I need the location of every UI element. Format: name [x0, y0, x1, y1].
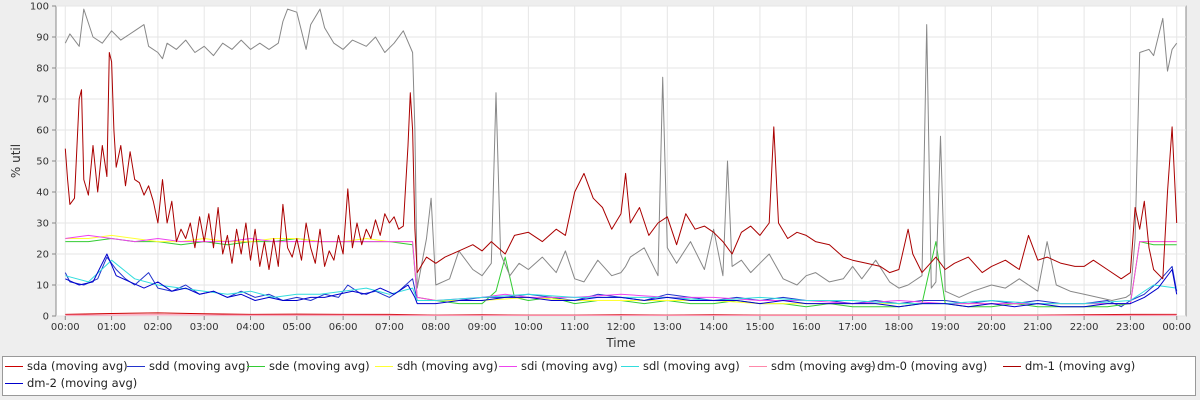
legend-label: sdl (moving avg)	[643, 359, 740, 373]
x-tick-label: 04:00	[236, 322, 265, 333]
y-tick-label: 70	[36, 95, 49, 106]
legend-item-dm-0[interactable]: dm-0 (moving avg)	[855, 359, 987, 373]
x-axis-title: Time	[605, 336, 635, 350]
x-tick-label: 16:00	[792, 322, 821, 333]
x-tick-label: 00:00	[51, 322, 80, 333]
y-tick-label: 0	[43, 312, 49, 323]
x-tick-label: 12:00	[607, 322, 636, 333]
legend: sda (moving avg) sdd (moving avg) sde (mov…	[2, 356, 1196, 396]
legend-label: dm-0 (moving avg)	[877, 359, 988, 373]
x-tick-label: 05:00	[282, 322, 311, 333]
legend-label: sdd (moving avg)	[149, 359, 250, 373]
x-tick-label: 17:00	[838, 322, 867, 333]
legend-item-sda[interactable]: sda (moving avg)	[5, 359, 128, 373]
legend-item-sdd[interactable]: sdd (moving avg)	[127, 359, 250, 373]
x-tick-label: 21:00	[1023, 322, 1052, 333]
x-tick-label: 14:00	[699, 322, 728, 333]
legend-item-dm-1[interactable]: dm-1 (moving avg)	[1003, 359, 1135, 373]
legend-swatch	[621, 365, 639, 367]
series-line-sdm	[65, 314, 1177, 316]
x-tick-label: 01:00	[97, 322, 126, 333]
legend-item-dm-2[interactable]: dm-2 (moving avg)	[5, 376, 137, 390]
y-axis: 0 10 20 30 40 50 60 70 80 90 100	[30, 2, 56, 323]
legend-swatch	[855, 365, 873, 367]
y-tick-label: 90	[36, 33, 49, 44]
y-tick-label: 60	[36, 126, 49, 137]
x-tick-label: 23:00	[1116, 322, 1145, 333]
legend-swatch	[749, 365, 767, 367]
legend-label: sdm (moving avg)	[771, 359, 876, 373]
series-line-dm-1	[64, 52, 1178, 280]
legend-swatch	[247, 365, 265, 367]
legend-label: dm-1 (moving avg)	[1025, 359, 1136, 373]
x-tick-label: 03:00	[190, 322, 219, 333]
legend-swatch	[375, 365, 393, 367]
x-tick-label: 13:00	[653, 322, 682, 333]
x-tick-label: 10:00	[514, 322, 543, 333]
x-tick-label: 00:00	[1162, 322, 1191, 333]
series-line-sdl	[65, 259, 1177, 305]
x-tick-label: 06:00	[329, 322, 358, 333]
legend-label: sde (moving avg)	[269, 359, 370, 373]
legend-swatch	[5, 382, 23, 384]
x-tick-label: 15:00	[746, 322, 775, 333]
legend-swatch	[1003, 365, 1021, 367]
legend-swatch	[5, 365, 23, 367]
legend-item-sdl[interactable]: sdl (moving avg)	[621, 359, 740, 373]
y-tick-label: 30	[36, 219, 49, 230]
x-axis: 00:00 01:00 02:00 03:00 04:00 05:00 06:00 07:00…	[51, 316, 1191, 333]
legend-label: sda (moving avg)	[27, 359, 128, 373]
x-tick-label: 22:00	[1070, 322, 1099, 333]
x-tick-label: 11:00	[560, 322, 589, 333]
legend-item-sde[interactable]: sde (moving avg)	[247, 359, 370, 373]
legend-item-sdi[interactable]: sdi (moving avg)	[499, 359, 618, 373]
legend-label: dm-2 (moving avg)	[27, 376, 138, 390]
x-tick-label: 02:00	[143, 322, 172, 333]
y-tick-label: 100	[30, 2, 49, 13]
grid	[56, 5, 1186, 317]
legend-item-sdm[interactable]: sdm (moving avg)	[749, 359, 876, 373]
x-tick-label: 08:00	[421, 322, 450, 333]
x-tick-label: 18:00	[884, 322, 913, 333]
legend-label: sdi (moving avg)	[521, 359, 618, 373]
legend-label: sdh (moving avg)	[397, 359, 498, 373]
x-tick-label: 09:00	[468, 322, 497, 333]
y-tick-label: 40	[36, 188, 49, 199]
legend-swatch	[499, 365, 517, 367]
x-tick-label: 07:00	[375, 322, 404, 333]
legend-item-sdh[interactable]: sdh (moving avg)	[375, 359, 498, 373]
series-line-dm-2	[65, 253, 1178, 308]
line-chart: 0 10 20 30 40 50 60 70 80 90 100 00:00 01:00 02:00 03…	[9, 2, 1191, 351]
y-tick-label: 80	[36, 64, 49, 75]
y-axis-title: % util	[9, 144, 23, 178]
x-tick-label: 20:00	[977, 322, 1006, 333]
y-tick-label: 20	[36, 250, 49, 261]
legend-swatch	[127, 365, 145, 367]
y-tick-label: 50	[36, 157, 49, 168]
series-line-dm-0	[64, 8, 1178, 301]
x-tick-label: 19:00	[931, 322, 960, 333]
series-layer	[64, 8, 1178, 316]
y-tick-label: 10	[36, 281, 49, 292]
